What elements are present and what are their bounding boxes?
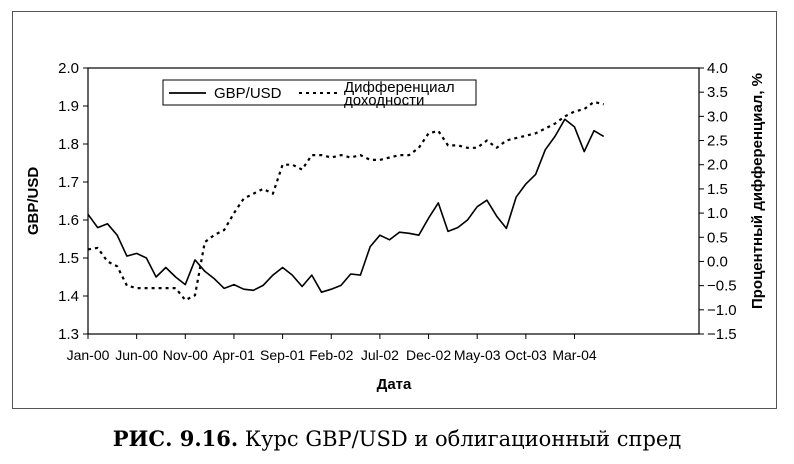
figure-caption: РИС. 9.16. Курс GBP/USD и облигационный …	[0, 426, 794, 451]
plot-area	[87, 67, 700, 335]
legend-label-spread-line1: Дифференциал	[344, 79, 455, 96]
figure-caption-text: Курс GBP/USD и облигационный спред	[244, 427, 682, 451]
y-tick-label: 1.5	[58, 250, 79, 267]
figure-number: РИС. 9.16.	[112, 426, 239, 451]
x-tick-label: Feb-02	[309, 347, 354, 363]
x-tick-label: Apr-01	[213, 347, 255, 363]
y2-tick-label: 1.5	[707, 181, 728, 198]
legend-label-spread: Дифференциал доходности	[344, 79, 459, 109]
x-tick-label: Mar-04	[552, 347, 597, 363]
legend-label-spread-line2: доходности	[344, 92, 424, 109]
y2-tick-label: 2.5	[707, 133, 728, 150]
x-axis-label: Дата	[377, 376, 412, 393]
legend-label-gbpusd: GBP/USD	[214, 85, 282, 102]
y2-tick-label: 0.0	[707, 253, 728, 270]
x-tick-label: Dec-02	[406, 347, 451, 363]
y2-tick-label: 1.0	[707, 205, 728, 222]
x-tick-label: Jan-00	[67, 347, 110, 363]
x-tick-label: Nov-00	[163, 347, 208, 363]
y2-tick-label: 0.5	[707, 229, 728, 246]
y2-tick-label: 4.0	[707, 60, 728, 77]
y-tick-label: 2.0	[58, 60, 79, 77]
y-tick-label: 1.8	[58, 136, 79, 153]
y2-tick-label: −1.0	[707, 302, 737, 319]
y2-tick-label: −1.5	[707, 326, 737, 343]
y-tick-label: 1.6	[58, 212, 79, 229]
legend-box	[162, 79, 477, 106]
y-tick-label: 1.3	[58, 326, 79, 343]
y-tick-label: 1.4	[58, 288, 79, 305]
series-line-gbpusd	[87, 118, 605, 294]
chart: 2.0 1.9 1.8 1.7 1.6 1.5 1.4 1.3 4.0 3.5 3.0 2.5 2.0…	[25, 60, 766, 393]
series-line-spread	[87, 100, 604, 302]
x-tick-label: Jun-00	[115, 347, 158, 363]
chart-frame	[12, 11, 777, 409]
y-tick-label: 1.7	[58, 174, 79, 191]
y2-axis-label: Процентный дифференциал, %	[749, 73, 766, 309]
x-tick-label: Oct-03	[505, 347, 547, 363]
y-tick-label: 1.9	[58, 98, 79, 115]
y2-tick-label: −0.5	[707, 278, 737, 295]
y-axis-label: GBP/USD	[25, 167, 42, 236]
y2-tick-label: 2.0	[707, 157, 728, 174]
x-tick-label: May-03	[454, 347, 501, 363]
x-tick-label: Sep-01	[260, 347, 305, 363]
y2-tick-label: 3.0	[707, 108, 728, 125]
x-tick-label: Jul-02	[361, 347, 399, 363]
legend: GBP/USD Дифференциал доходности	[162, 79, 477, 109]
y2-tick-label: 3.5	[707, 84, 728, 101]
